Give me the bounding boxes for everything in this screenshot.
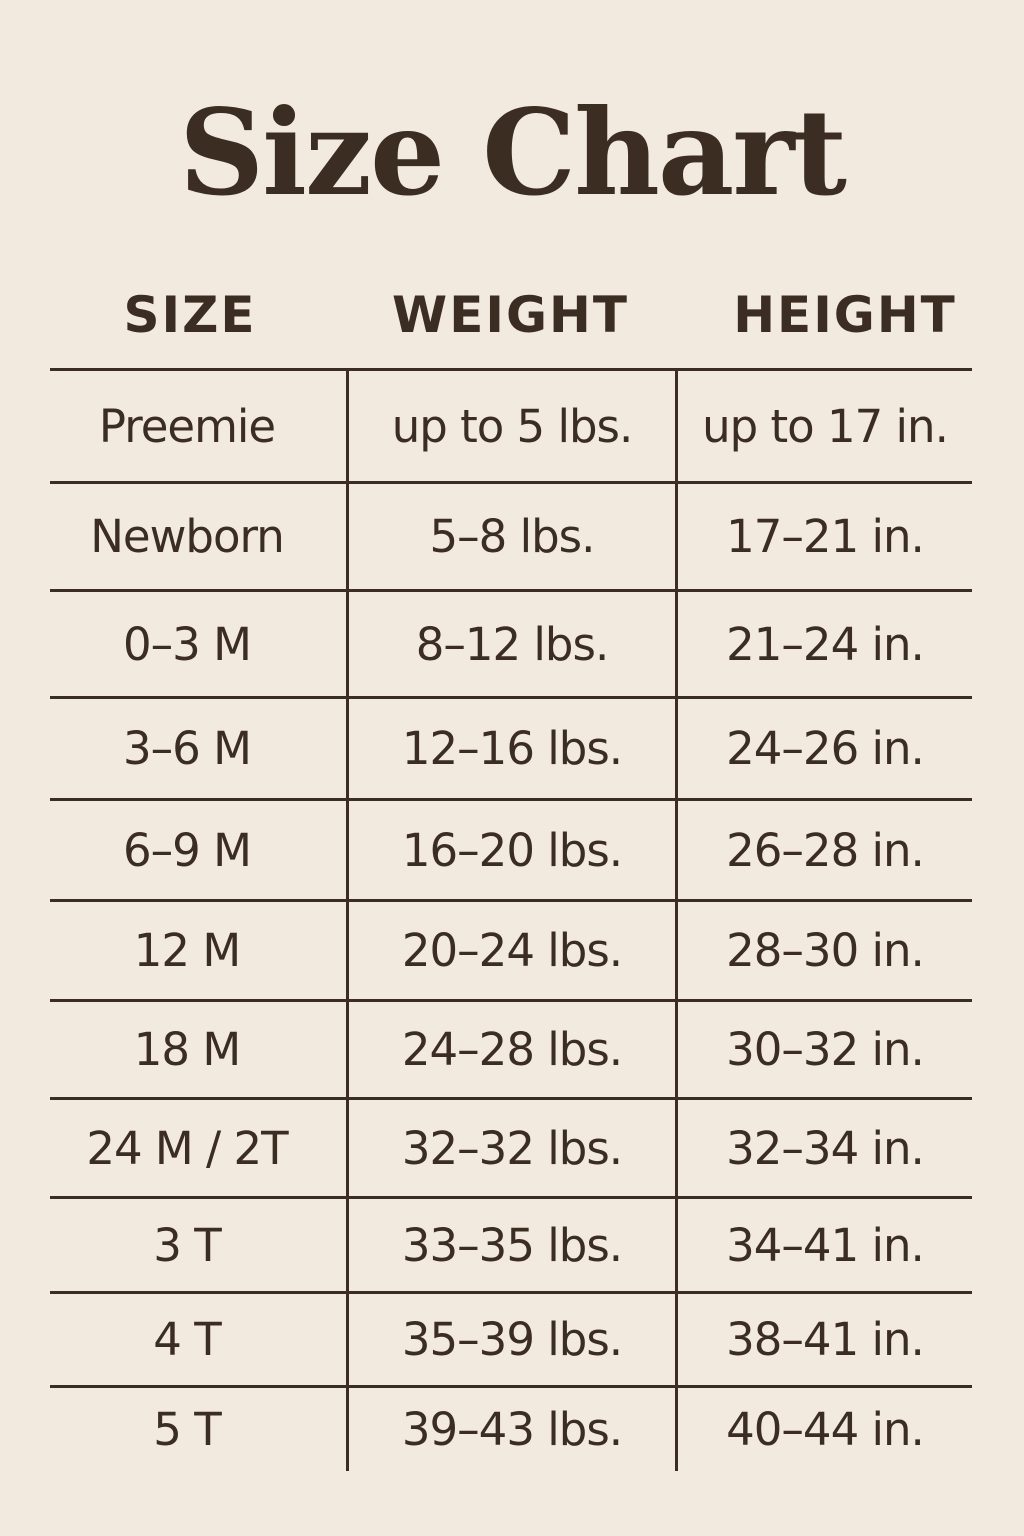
size-table: Preemie up to 5 lbs. up to 17 in. Newborn 5–… bbox=[50, 368, 972, 1471]
height-cell: up to 17 in. bbox=[675, 371, 972, 481]
size-cell: 24 M / 2T bbox=[86, 1121, 288, 1175]
weight-cell: 24–28 lbs. bbox=[346, 1002, 675, 1097]
height-cell: 26–28 in. bbox=[675, 801, 972, 899]
table-row: 4 T 35–39 lbs. 38–41 in. bbox=[50, 1291, 972, 1385]
weight-cell: 5–8 lbs. bbox=[346, 484, 675, 589]
weight-cell: 20–24 lbs. bbox=[346, 902, 675, 999]
height-cell: 38–41 in. bbox=[675, 1294, 972, 1385]
size-cell: 5 T bbox=[153, 1403, 221, 1456]
height-cell: 21–24 in. bbox=[675, 592, 972, 696]
table-row: 5 T 39–43 lbs. 40–44 in. bbox=[50, 1385, 972, 1471]
size-cell: 4 T bbox=[153, 1313, 221, 1366]
weight-cell: 32–32 lbs. bbox=[346, 1100, 675, 1196]
size-cell: 12 M bbox=[133, 924, 241, 977]
table-row: 24 M / 2T 32–32 lbs. 32–34 in. bbox=[50, 1097, 972, 1196]
size-cell: 3 T bbox=[153, 1218, 221, 1272]
size-cell: Preemie bbox=[98, 399, 276, 453]
size-cell: 3–6 M bbox=[123, 722, 252, 775]
table-row: 3 T 33–35 lbs. 34–41 in. bbox=[50, 1196, 972, 1291]
height-cell: 17–21 in. bbox=[675, 484, 972, 589]
height-cell: 34–41 in. bbox=[675, 1199, 972, 1291]
height-cell: 30–32 in. bbox=[675, 1002, 972, 1097]
table-row: 6–9 M 16–20 lbs. 26–28 in. bbox=[50, 798, 972, 899]
height-cell: 40–44 in. bbox=[675, 1388, 972, 1471]
size-cell: Newborn bbox=[90, 510, 284, 563]
weight-cell: up to 5 lbs. bbox=[346, 371, 675, 481]
height-cell: 32–34 in. bbox=[675, 1100, 972, 1196]
table-row: 18 M 24–28 lbs. 30–32 in. bbox=[50, 999, 972, 1097]
height-cell: 28–30 in. bbox=[675, 902, 972, 999]
table-row: Preemie up to 5 lbs. up to 17 in. bbox=[50, 368, 972, 481]
weight-cell: 16–20 lbs. bbox=[346, 801, 675, 899]
weight-cell: 33–35 lbs. bbox=[346, 1199, 675, 1291]
page-title: Size Chart bbox=[178, 83, 847, 222]
table-row: Newborn 5–8 lbs. 17–21 in. bbox=[50, 481, 972, 589]
weight-cell: 8–12 lbs. bbox=[346, 592, 675, 696]
table-row: 3–6 M 12–16 lbs. 24–26 in. bbox=[50, 696, 972, 798]
weight-cell: 12–16 lbs. bbox=[346, 699, 675, 798]
column-header-size: SIZE bbox=[123, 286, 257, 344]
table-row: 0–3 M 8–12 lbs. 21–24 in. bbox=[50, 589, 972, 696]
height-cell: 24–26 in. bbox=[675, 699, 972, 798]
table-row: 12 M 20–24 lbs. 28–30 in. bbox=[50, 899, 972, 999]
size-cell: 0–3 M bbox=[123, 617, 252, 671]
column-header-weight: WEIGHT bbox=[392, 286, 629, 344]
weight-cell: 35–39 lbs. bbox=[346, 1294, 675, 1385]
column-header-height: HEIGHT bbox=[733, 286, 957, 344]
weight-cell: 39–43 lbs. bbox=[346, 1388, 675, 1471]
size-cell: 18 M bbox=[133, 1023, 241, 1076]
size-cell: 6–9 M bbox=[123, 823, 252, 877]
